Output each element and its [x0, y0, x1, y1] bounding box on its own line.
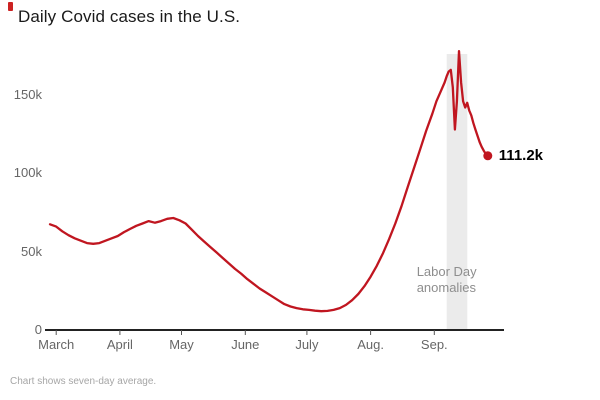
cases-line — [48, 49, 489, 313]
labor-day-band — [446, 54, 468, 330]
last-value-label: 111.2k — [498, 146, 544, 164]
x-tick-label: Sep. — [420, 337, 448, 352]
band-annotation-line2: anomalies — [416, 280, 476, 295]
x-tick-label: July — [295, 337, 319, 352]
x-tick-label: April — [106, 337, 133, 352]
x-tick-label: March — [38, 337, 75, 352]
y-tick-label: 150k — [13, 87, 42, 102]
chart-title: Daily Covid cases in the U.S. — [18, 7, 241, 26]
y-tick-label: 0 — [34, 322, 42, 337]
chart-footnote: Chart shows seven-day average. — [10, 376, 157, 387]
y-tick-label: 50k — [21, 243, 42, 259]
y-tick-label: 100k — [13, 165, 42, 181]
band-annotation-line1: Labor Day — [416, 264, 477, 279]
x-tick-label: June — [231, 337, 260, 352]
end-dot — [483, 151, 493, 161]
corner-mark — [8, 2, 13, 11]
x-tick-label: May — [169, 337, 194, 352]
band-annotation: Labor Day anomalies — [417, 264, 477, 296]
x-tick-label: Aug. — [357, 337, 384, 352]
